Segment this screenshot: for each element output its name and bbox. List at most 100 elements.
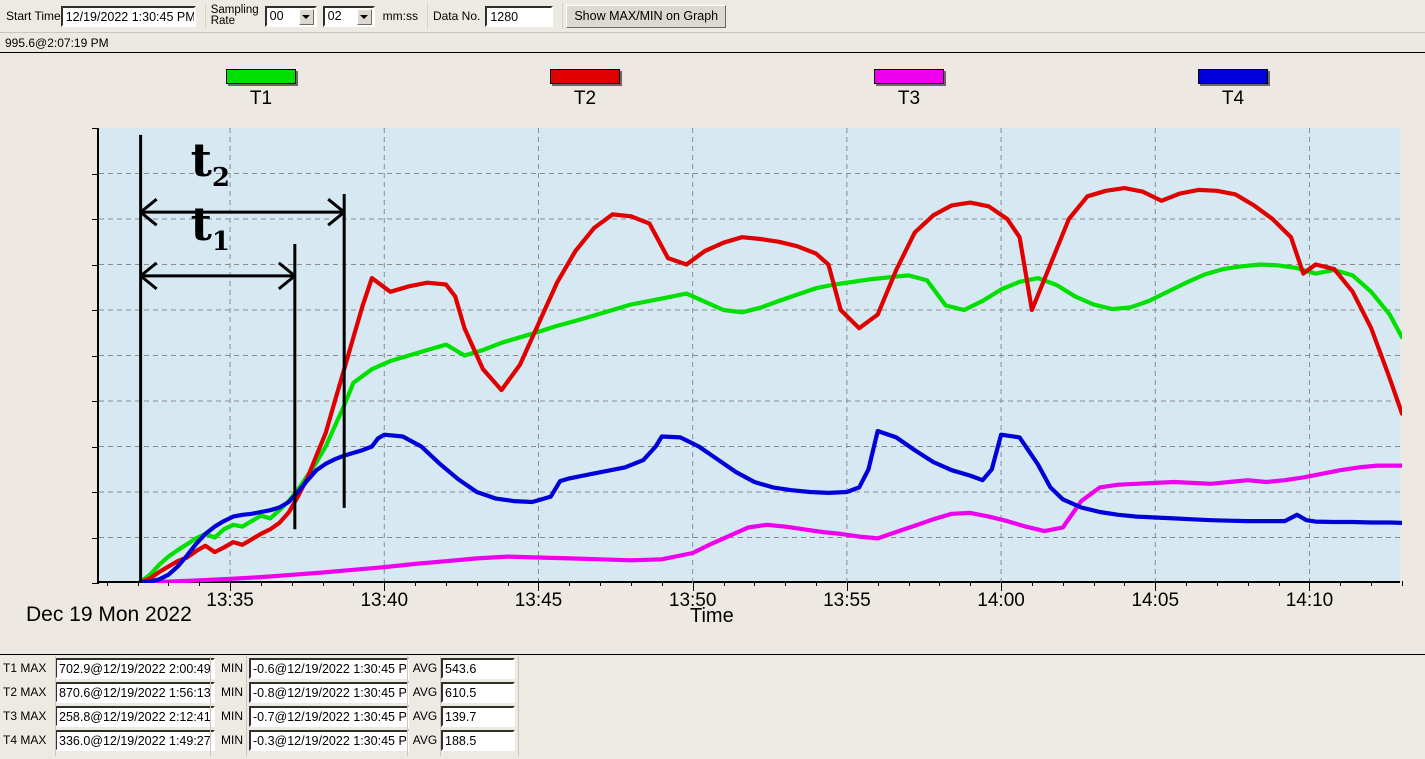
series-line-t3 bbox=[138, 463, 1402, 583]
legend: T1 T2 T3 T4 bbox=[0, 69, 1425, 129]
x-axis-minor-tick bbox=[106, 581, 108, 586]
legend-swatch-t3 bbox=[874, 69, 944, 84]
plot-area[interactable]: 0100200300400500600700800900100013:3513:… bbox=[92, 128, 1403, 611]
stat-min-label: MIN bbox=[221, 709, 243, 723]
x-axis-minor-tick bbox=[137, 581, 139, 586]
x-axis-label: 14:05 bbox=[1131, 590, 1180, 611]
stat-max-label: T1 MAX bbox=[3, 661, 47, 675]
x-axis-minor-tick bbox=[322, 581, 324, 586]
x-axis-minor-tick bbox=[507, 581, 509, 586]
x-axis-tick bbox=[1155, 581, 1157, 591]
x-axis-label: 13:55 bbox=[823, 590, 871, 611]
x-axis-minor-tick bbox=[630, 581, 632, 586]
stat-row: T2 MAX 870.6@12/19/2022 1:56:13 PM MIN -0.8… bbox=[0, 680, 1425, 704]
stat-min-value[interactable]: -0.3@12/19/2022 1:30:45 PM bbox=[249, 729, 409, 751]
sampling-seconds-select[interactable]: 02 bbox=[322, 5, 375, 27]
legend-item-t4[interactable]: T4 bbox=[1173, 69, 1293, 110]
toolbar-divider-3 bbox=[562, 3, 564, 29]
y-axis-tick bbox=[92, 128, 99, 129]
legend-label-t4: T4 bbox=[1221, 88, 1245, 109]
x-axis-minor-tick bbox=[723, 581, 725, 586]
t1-label: t1 bbox=[191, 201, 230, 255]
data-no-input[interactable]: 1280 bbox=[485, 5, 554, 27]
stats-divider bbox=[440, 656, 441, 756]
x-axis-minor-tick bbox=[785, 581, 787, 586]
stat-row: T3 MAX 258.8@12/19/2022 2:12:41 PM MIN -0.7… bbox=[0, 704, 1425, 728]
stat-min-value[interactable]: -0.8@12/19/2022 1:30:45 PM bbox=[249, 681, 409, 703]
show-maxmin-button[interactable]: Show MAX/MIN on Graph bbox=[566, 4, 727, 28]
stat-max-label: T2 MAX bbox=[3, 685, 47, 699]
stat-max-label: T4 MAX bbox=[3, 733, 47, 747]
t1-label-base: t bbox=[190, 196, 212, 251]
toolbar-divider-2 bbox=[426, 3, 428, 29]
stat-max-value[interactable]: 336.0@12/19/2022 1:49:27 PM bbox=[55, 729, 215, 751]
stats-divider bbox=[55, 656, 56, 756]
x-axis-minor-tick bbox=[1278, 581, 1280, 586]
x-axis-minor-tick bbox=[816, 581, 818, 586]
stat-avg-value[interactable]: 543.6 bbox=[441, 657, 515, 679]
legend-item-t2[interactable]: T2 bbox=[525, 69, 645, 110]
x-axis-minor-tick bbox=[291, 581, 293, 586]
x-axis-minor-tick bbox=[353, 581, 355, 586]
t2-label-base: t bbox=[190, 133, 212, 188]
stat-avg-label: AVG bbox=[412, 661, 438, 675]
series-line-t1 bbox=[138, 262, 1402, 583]
stat-avg-value[interactable]: 610.5 bbox=[441, 681, 515, 703]
x-axis-minor-tick bbox=[260, 581, 262, 586]
x-axis-minor-tick bbox=[168, 581, 170, 586]
y-axis-tick bbox=[92, 219, 99, 220]
stats-divider bbox=[246, 656, 247, 756]
x-axis-minor-tick bbox=[445, 581, 447, 586]
stat-min-value[interactable]: -0.7@12/19/2022 1:30:45 PM bbox=[249, 705, 409, 727]
stat-avg-value[interactable]: 188.5 bbox=[441, 729, 515, 751]
x-axis-tick bbox=[846, 581, 848, 591]
plot-svg bbox=[99, 128, 1402, 583]
start-time-input[interactable]: 12/19/2022 1:30:45 PM bbox=[60, 5, 196, 27]
legend-item-t1[interactable]: T1 bbox=[201, 69, 321, 110]
sampling-minutes-value: 00 bbox=[269, 9, 284, 23]
stat-max-value[interactable]: 870.6@12/19/2022 1:56:13 PM bbox=[55, 681, 215, 703]
y-axis-tick bbox=[92, 310, 99, 311]
x-axis-label: 13:35 bbox=[206, 590, 254, 611]
x-axis-tick bbox=[692, 581, 694, 591]
chevron-down-icon[interactable] bbox=[356, 8, 372, 25]
x-axis-label: 14:00 bbox=[977, 590, 1025, 611]
x-axis-label: 13:40 bbox=[360, 590, 409, 611]
series-line-t4 bbox=[138, 428, 1402, 583]
stats-divider bbox=[210, 656, 211, 756]
x-axis-label: 13:50 bbox=[668, 590, 717, 611]
x-axis-minor-tick bbox=[1186, 581, 1188, 586]
stat-min-value[interactable]: -0.6@12/19/2022 1:30:45 PM bbox=[249, 657, 409, 679]
y-axis-tick bbox=[92, 355, 99, 357]
data-no-label: Data No. bbox=[432, 9, 481, 23]
stat-avg-value[interactable]: 139.7 bbox=[441, 705, 515, 727]
t2-label: t2 bbox=[191, 137, 230, 191]
legend-label-t3: T3 bbox=[897, 88, 921, 109]
x-axis-minor-tick bbox=[199, 581, 201, 586]
x-axis-minor-tick bbox=[877, 581, 879, 586]
sampling-seconds-value: 02 bbox=[327, 9, 342, 23]
date-label: Dec 19 Mon 2022 bbox=[26, 603, 192, 626]
stat-min-label: MIN bbox=[221, 661, 243, 675]
toolbar: Start Time 12/19/2022 1:30:45 PM Samplin… bbox=[0, 0, 1425, 32]
x-axis-tick bbox=[230, 581, 232, 591]
legend-swatch-t1 bbox=[226, 69, 296, 84]
cursor-readout: 995.6@2:07:19 PM bbox=[0, 32, 1425, 52]
stat-max-value[interactable]: 258.8@12/19/2022 2:12:41 PM bbox=[55, 705, 215, 727]
legend-item-t3[interactable]: T3 bbox=[849, 69, 969, 110]
y-axis-tick bbox=[92, 401, 99, 402]
timing-annotation bbox=[139, 134, 346, 583]
x-axis-minor-tick bbox=[1093, 581, 1095, 586]
chevron-down-icon[interactable] bbox=[298, 8, 314, 25]
y-axis-tick bbox=[92, 492, 99, 493]
stat-max-label: T3 MAX bbox=[3, 709, 47, 723]
x-axis-minor-tick bbox=[600, 581, 602, 586]
stat-min-label: MIN bbox=[221, 685, 243, 699]
stat-max-value[interactable]: 702.9@12/19/2022 2:00:49 PM bbox=[55, 657, 215, 679]
x-axis-tick bbox=[1001, 581, 1003, 591]
sampling-minutes-select[interactable]: 00 bbox=[264, 5, 317, 27]
y-axis-tick bbox=[92, 583, 99, 584]
stat-row: T1 MAX 702.9@12/19/2022 2:00:49 PM MIN -0.6… bbox=[0, 656, 1425, 680]
x-axis-title: Time bbox=[690, 605, 734, 627]
x-axis-minor-tick bbox=[908, 581, 910, 586]
